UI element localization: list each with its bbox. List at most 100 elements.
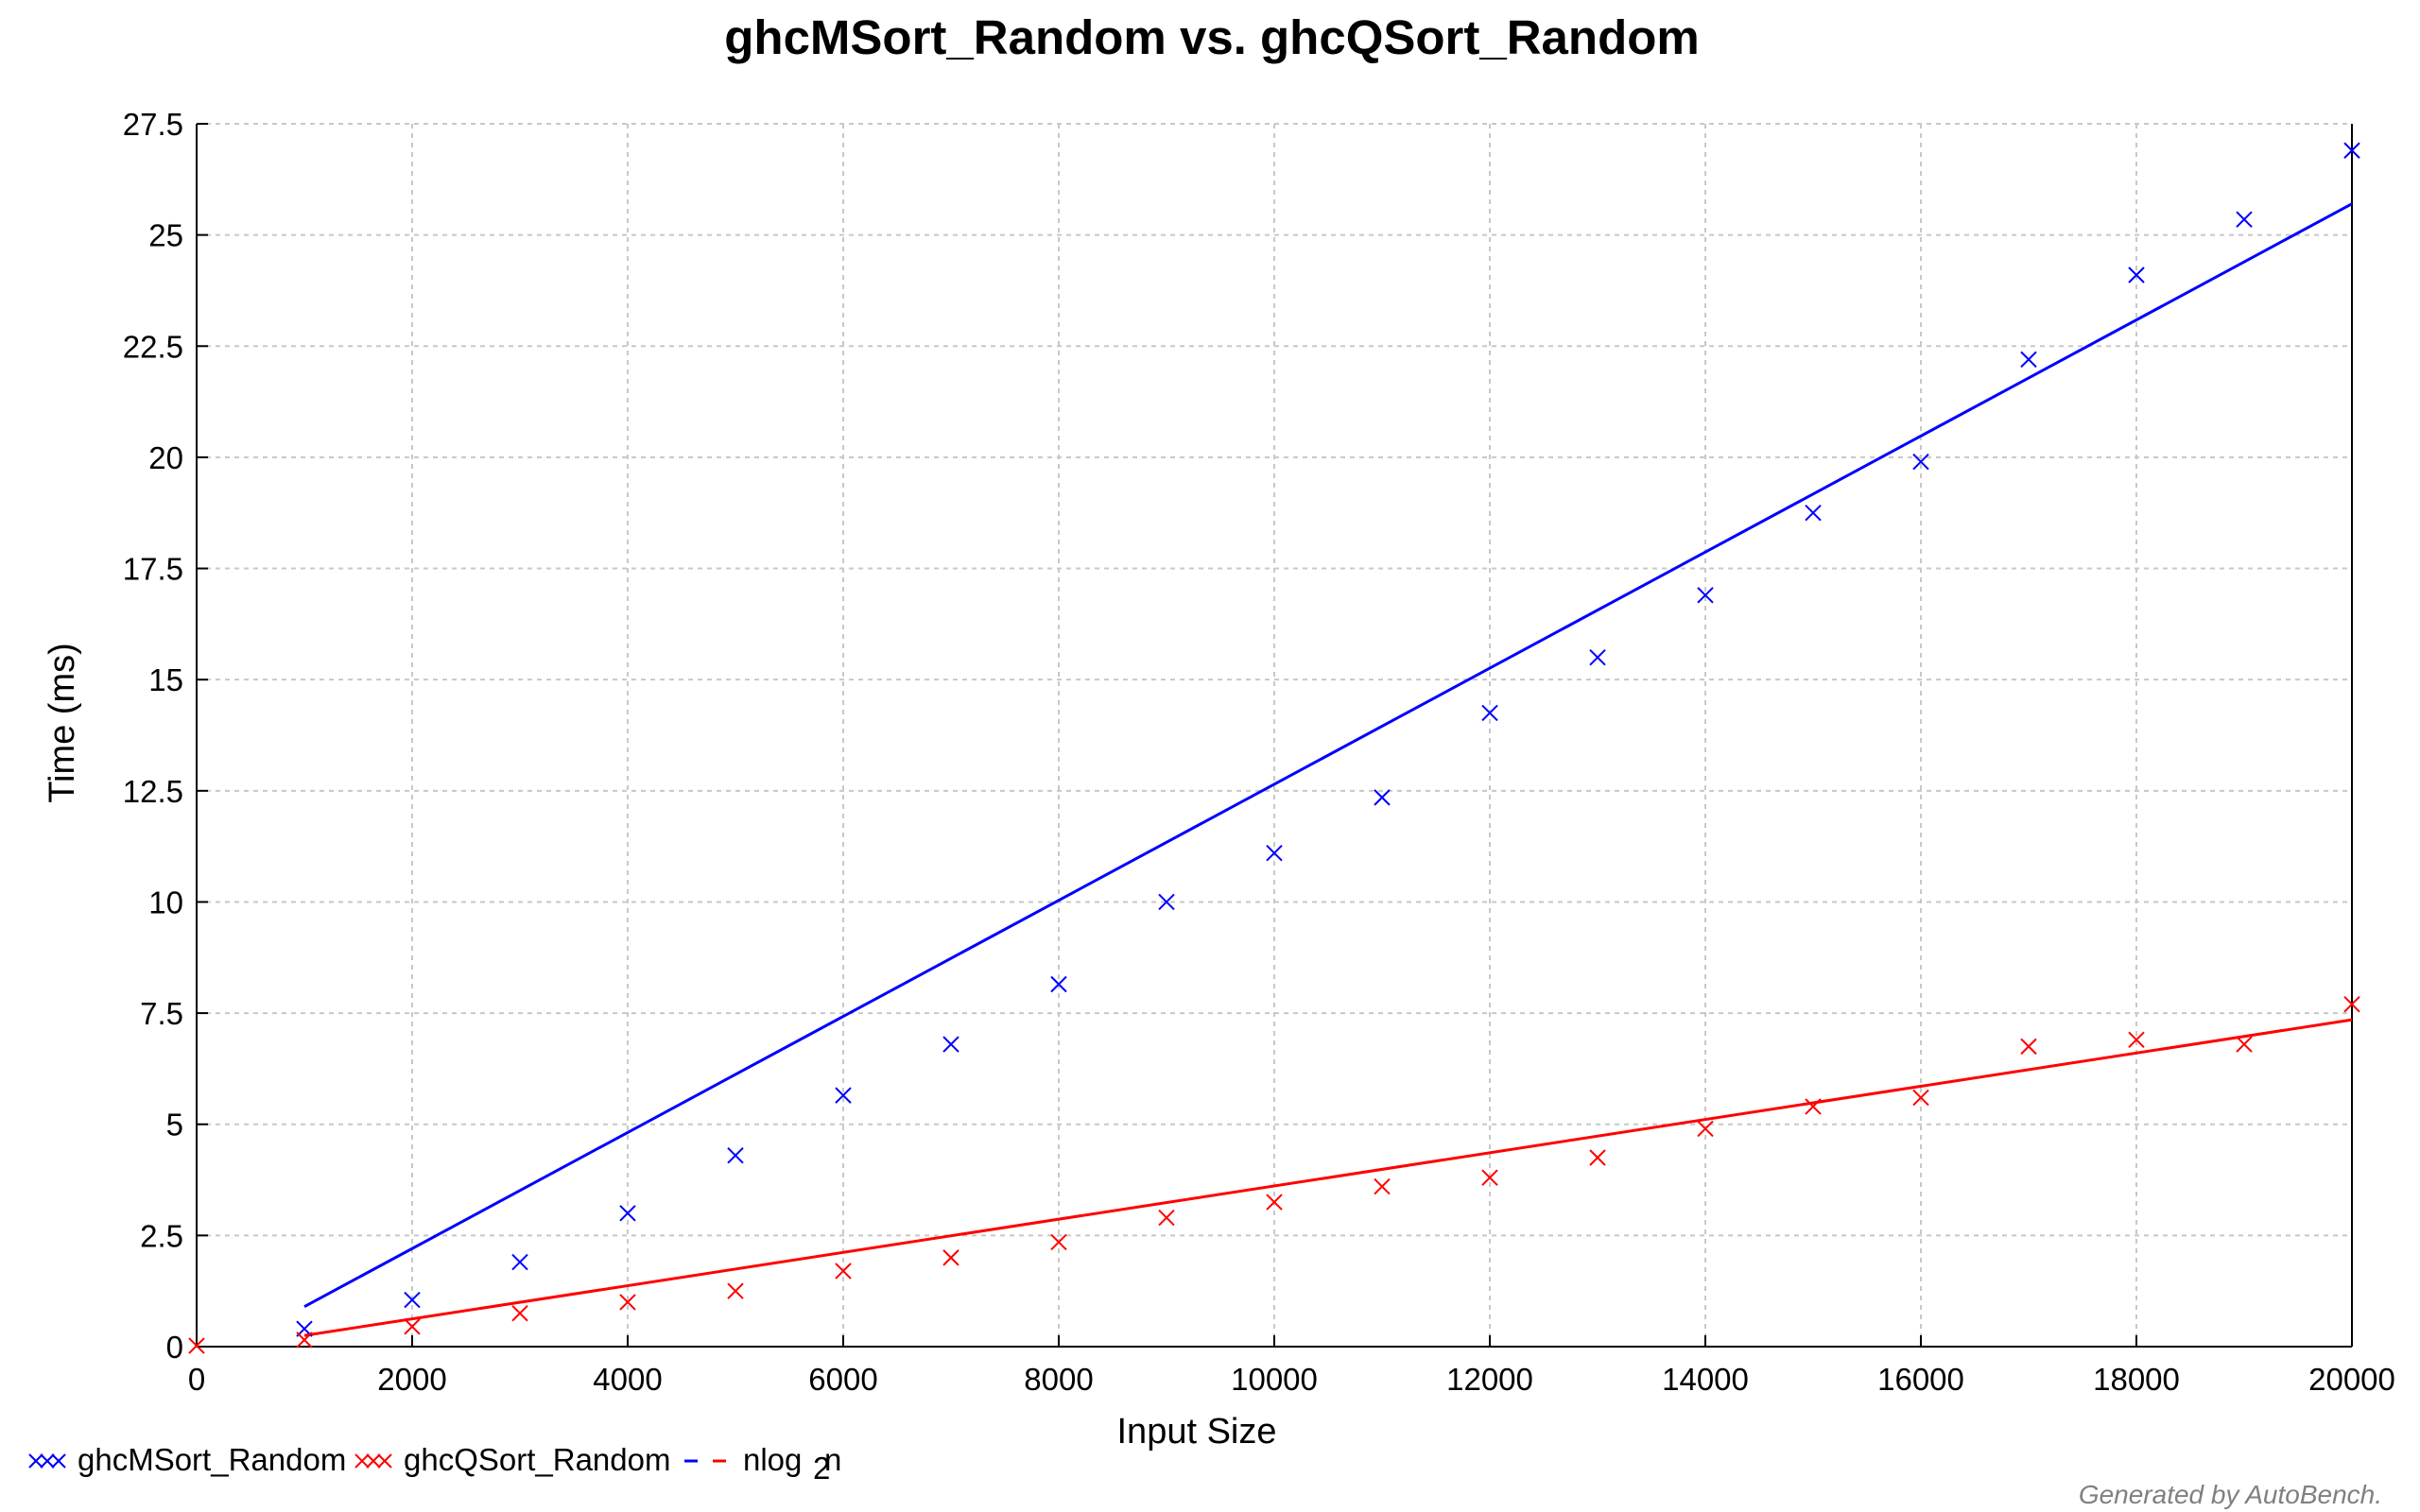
marker-stroke bbox=[40, 1453, 55, 1469]
legend-label: nlog bbox=[743, 1442, 802, 1477]
x-tick-label: 8000 bbox=[1024, 1362, 1093, 1397]
marker-stroke bbox=[1697, 587, 1714, 604]
data-point-ghcMSort_Random bbox=[727, 1146, 744, 1164]
x-axis-label: Input Size bbox=[1117, 1412, 1277, 1452]
marker-stroke bbox=[377, 1453, 392, 1469]
data-points bbox=[188, 142, 2360, 1354]
data-point-ghcQSort_Random bbox=[1266, 1194, 1283, 1211]
marker-stroke bbox=[51, 1453, 66, 1469]
legend-label-suffix: n bbox=[824, 1442, 841, 1477]
marker-stroke bbox=[1805, 505, 1822, 522]
legend-label-subscript: 2 bbox=[813, 1451, 830, 1486]
legend-marker bbox=[51, 1453, 66, 1469]
data-point-ghcQSort_Random bbox=[1374, 1177, 1391, 1195]
data-point-ghcQSort_Random bbox=[727, 1282, 744, 1299]
marker-stroke bbox=[727, 1282, 744, 1299]
data-point-ghcMSort_Random bbox=[835, 1087, 852, 1104]
data-point-ghcQSort_Random bbox=[835, 1263, 852, 1280]
marker-stroke bbox=[2128, 1031, 2145, 1049]
data-point-ghcQSort_Random bbox=[1481, 1169, 1498, 1186]
data-point-ghcQSort_Random bbox=[2020, 1038, 2037, 1056]
marker-stroke bbox=[942, 1249, 959, 1266]
data-point-ghcQSort_Random bbox=[188, 1337, 205, 1354]
marker-stroke bbox=[1050, 1233, 1067, 1251]
marker-stroke bbox=[1912, 1089, 1929, 1107]
data-point-ghcQSort_Random bbox=[296, 1332, 313, 1349]
x-tick-label: 20000 bbox=[2308, 1362, 2395, 1397]
marker-stroke bbox=[2128, 266, 2145, 284]
marker-stroke bbox=[404, 1291, 421, 1309]
data-point-ghcMSort_Random bbox=[1697, 587, 1714, 604]
x-tick-label: 12000 bbox=[1446, 1362, 1533, 1397]
data-point-ghcMSort_Random bbox=[1158, 893, 1175, 911]
x-tick-label: 18000 bbox=[2093, 1362, 2180, 1397]
marker-stroke bbox=[2343, 995, 2360, 1013]
data-point-ghcQSort_Random bbox=[619, 1294, 636, 1311]
y-axis-label: Time (ms) bbox=[43, 643, 82, 803]
x-tick-label: 6000 bbox=[808, 1362, 877, 1397]
data-point-ghcMSort_Random bbox=[1912, 453, 1929, 471]
data-point-ghcQSort_Random bbox=[511, 1305, 528, 1322]
data-point-ghcMSort_Random bbox=[942, 1036, 959, 1053]
data-point-ghcQSort_Random bbox=[2343, 995, 2360, 1013]
data-point-ghcMSort_Random bbox=[1805, 505, 1822, 522]
fit-lines bbox=[303, 202, 2353, 1337]
y-tick-label: 17.5 bbox=[123, 552, 183, 587]
data-point-ghcQSort_Random bbox=[942, 1249, 959, 1266]
data-point-ghcMSort_Random bbox=[2343, 142, 2360, 159]
data-point-ghcMSort_Random bbox=[511, 1253, 528, 1271]
marker-stroke bbox=[1481, 704, 1498, 722]
marker-stroke bbox=[835, 1263, 852, 1280]
marker-stroke bbox=[2236, 1036, 2253, 1053]
y-tick-label: 25 bbox=[148, 218, 183, 253]
legend-label: ghcQSort_Random bbox=[404, 1442, 670, 1477]
marker-stroke bbox=[1050, 975, 1067, 993]
x-tick-label: 10000 bbox=[1231, 1362, 1318, 1397]
data-point-ghcMSort_Random bbox=[1481, 704, 1498, 722]
marker-stroke bbox=[1266, 844, 1283, 862]
y-tick-label: 27.5 bbox=[123, 107, 183, 142]
legend-marker bbox=[40, 1453, 55, 1469]
data-point-ghcQSort_Random bbox=[1805, 1098, 1822, 1115]
data-point-ghcQSort_Random bbox=[1158, 1209, 1175, 1227]
marker-stroke bbox=[404, 1318, 421, 1335]
marker-stroke bbox=[1589, 648, 1606, 666]
data-point-ghcQSort_Random bbox=[1050, 1233, 1067, 1251]
data-point-ghcMSort_Random bbox=[2020, 351, 2037, 369]
marker-stroke bbox=[296, 1332, 313, 1349]
data-point-ghcMSort_Random bbox=[1374, 789, 1391, 806]
y-tick-label: 7.5 bbox=[140, 996, 183, 1031]
marker-stroke bbox=[1589, 1149, 1606, 1166]
x-tick-label: 2000 bbox=[377, 1362, 446, 1397]
y-tick-label: 15 bbox=[148, 662, 183, 697]
marker-stroke bbox=[1912, 453, 1929, 471]
legend-marker bbox=[377, 1453, 392, 1469]
data-point-ghcMSort_Random bbox=[1266, 844, 1283, 862]
marker-stroke bbox=[366, 1453, 381, 1469]
marker-stroke bbox=[354, 1453, 370, 1469]
y-tick-label: 22.5 bbox=[123, 329, 183, 364]
marker-stroke bbox=[835, 1087, 852, 1104]
data-point-ghcMSort_Random bbox=[619, 1205, 636, 1222]
marker-stroke bbox=[1805, 1098, 1822, 1115]
data-point-ghcQSort_Random bbox=[1912, 1089, 1929, 1107]
data-point-ghcMSort_Random bbox=[2128, 266, 2145, 284]
credit-text: Generated by AutoBench. bbox=[2079, 1480, 2382, 1509]
marker-stroke bbox=[28, 1453, 43, 1469]
x-tick-label: 16000 bbox=[1877, 1362, 1964, 1397]
data-point-ghcQSort_Random bbox=[2128, 1031, 2145, 1049]
marker-stroke bbox=[727, 1146, 744, 1164]
data-point-ghcQSort_Random bbox=[2236, 1036, 2253, 1053]
data-point-ghcQSort_Random bbox=[1589, 1149, 1606, 1166]
legend-label: ghcMSort_Random bbox=[78, 1442, 346, 1477]
marker-stroke bbox=[2343, 142, 2360, 159]
marker-stroke bbox=[942, 1036, 959, 1053]
marker-stroke bbox=[1158, 893, 1175, 911]
legend-marker bbox=[28, 1453, 43, 1469]
marker-stroke bbox=[511, 1253, 528, 1271]
marker-stroke bbox=[2020, 1038, 2037, 1056]
x-tick-label: 0 bbox=[188, 1362, 205, 1397]
chart-title: ghcMSort_Random vs. ghcQSort_Random bbox=[724, 10, 1699, 64]
grid-lines bbox=[197, 123, 2352, 1347]
